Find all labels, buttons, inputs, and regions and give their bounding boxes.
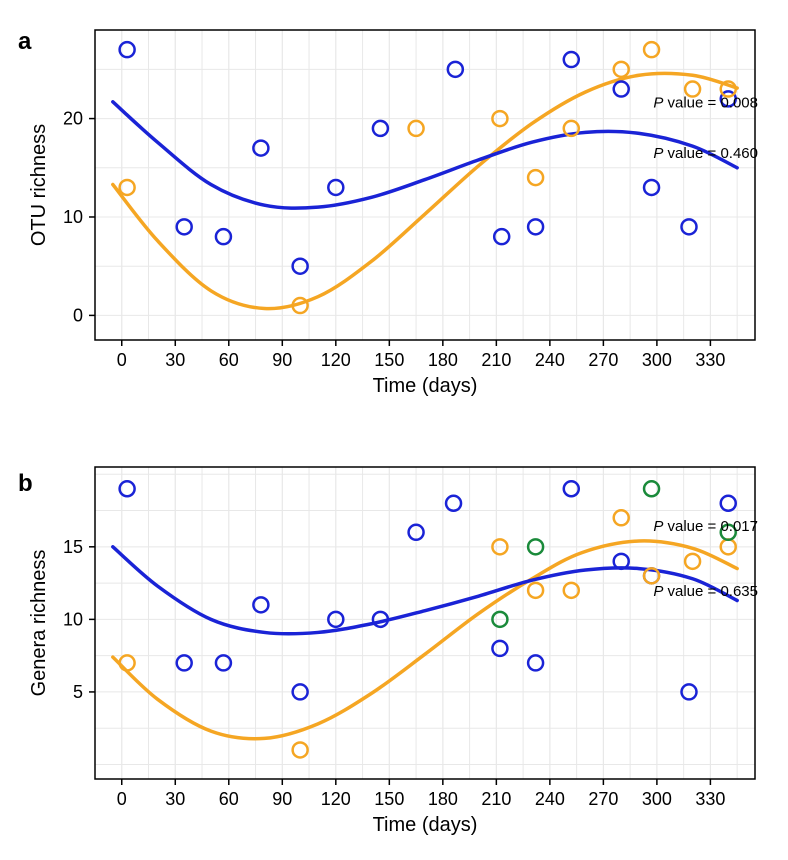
xtick-label: 300 bbox=[642, 789, 672, 809]
figure-container: 030609012015018021024027030033001020Time… bbox=[0, 0, 788, 860]
xtick-label: 120 bbox=[321, 350, 351, 370]
xtick-label: 0 bbox=[117, 789, 127, 809]
xtick-label: 30 bbox=[165, 789, 185, 809]
figure-svg: 030609012015018021024027030033001020Time… bbox=[0, 0, 788, 860]
ytick-label: 5 bbox=[73, 682, 83, 702]
pvalue-orange: P value = 0.017 bbox=[653, 518, 758, 535]
xtick-label: 210 bbox=[481, 350, 511, 370]
xtick-label: 60 bbox=[219, 350, 239, 370]
xtick-label: 0 bbox=[117, 350, 127, 370]
ytick-label: 15 bbox=[63, 537, 83, 557]
x-axis-title: Time (days) bbox=[373, 814, 478, 836]
panel-b-label: b bbox=[18, 470, 33, 498]
xtick-label: 90 bbox=[272, 350, 292, 370]
panel-a-label: a bbox=[18, 28, 31, 56]
xtick-label: 240 bbox=[535, 350, 565, 370]
ytick-label: 10 bbox=[63, 609, 83, 629]
xtick-label: 240 bbox=[535, 789, 565, 809]
xtick-label: 60 bbox=[219, 789, 239, 809]
xtick-label: 180 bbox=[428, 350, 458, 370]
xtick-label: 30 bbox=[165, 350, 185, 370]
ytick-label: 10 bbox=[63, 207, 83, 227]
plot-bg bbox=[95, 30, 755, 340]
xtick-label: 150 bbox=[374, 789, 404, 809]
xtick-label: 180 bbox=[428, 789, 458, 809]
pvalue-blue: P value = 0.460 bbox=[653, 145, 758, 162]
ytick-label: 20 bbox=[63, 109, 83, 129]
xtick-label: 210 bbox=[481, 789, 511, 809]
y-axis-title: OTU richness bbox=[28, 124, 50, 246]
xtick-label: 330 bbox=[695, 350, 725, 370]
y-axis-title: Genera richness bbox=[28, 550, 50, 697]
xtick-label: 330 bbox=[695, 789, 725, 809]
xtick-label: 270 bbox=[588, 789, 618, 809]
xtick-label: 120 bbox=[321, 789, 351, 809]
pvalue-blue: P value = 0.635 bbox=[653, 583, 758, 600]
xtick-label: 90 bbox=[272, 789, 292, 809]
ytick-label: 0 bbox=[73, 305, 83, 325]
plot-bg bbox=[95, 467, 755, 779]
pvalue-orange: P value = 0.008 bbox=[653, 95, 758, 112]
x-axis-title: Time (days) bbox=[373, 375, 478, 397]
xtick-label: 270 bbox=[588, 350, 618, 370]
xtick-label: 150 bbox=[374, 350, 404, 370]
xtick-label: 300 bbox=[642, 350, 672, 370]
